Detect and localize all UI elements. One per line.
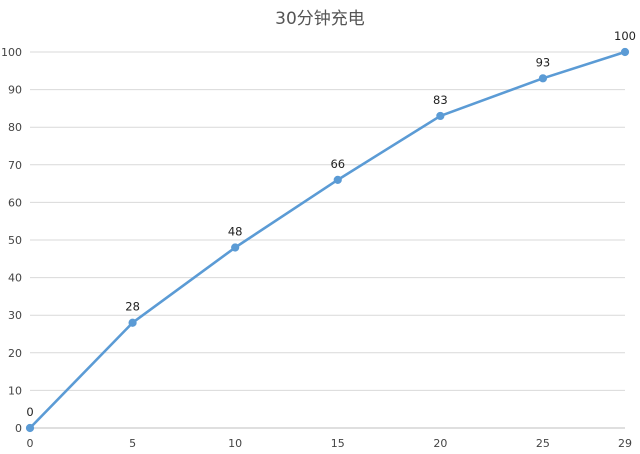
data-label-0: 0 xyxy=(26,405,33,419)
x-tick-label-29: 29 xyxy=(618,437,632,450)
data-point-10 xyxy=(231,243,240,252)
y-tick-label-30: 30 xyxy=(8,309,22,322)
data-labels: 0 28 48 66 83 93 100 xyxy=(26,29,636,419)
x-tick-label-25: 25 xyxy=(536,437,550,450)
chart-title: 30分钟充电 xyxy=(275,9,365,29)
y-tick-label-50: 50 xyxy=(8,234,22,247)
x-tick-label-0: 0 xyxy=(27,437,34,450)
y-tick-label-40: 40 xyxy=(8,272,22,285)
x-tick-label-10: 10 xyxy=(228,437,242,450)
data-label-10: 48 xyxy=(228,225,243,239)
data-label-29: 100 xyxy=(614,29,636,43)
data-label-5: 28 xyxy=(125,300,140,314)
gridlines xyxy=(30,51,625,391)
data-label-25: 93 xyxy=(536,55,551,69)
data-label-15: 66 xyxy=(330,157,345,171)
y-tick-label-90: 90 xyxy=(8,84,22,97)
y-tick-label-80: 80 xyxy=(8,121,22,134)
y-tick-label-100: 100 xyxy=(1,46,22,59)
data-point-15 xyxy=(333,175,342,184)
y-tick-label-60: 60 xyxy=(8,196,22,209)
data-label-20: 83 xyxy=(433,93,448,107)
x-tick-label-20: 20 xyxy=(433,437,447,450)
y-tick-label-20: 20 xyxy=(8,347,22,360)
y-tick-label-10: 10 xyxy=(8,384,22,397)
x-tick-label-5: 5 xyxy=(129,437,136,450)
y-axis-ticks: 0 10 20 30 40 50 60 70 80 90 100 xyxy=(1,46,22,435)
data-point-20 xyxy=(436,111,445,121)
x-axis-ticks: 0 5 10 15 20 25 29 xyxy=(27,437,633,450)
data-points xyxy=(25,47,630,433)
y-tick-label-70: 70 xyxy=(8,159,22,172)
data-point-25 xyxy=(538,74,548,83)
data-point-0 xyxy=(25,423,35,433)
y-tick-label-0: 0 xyxy=(15,422,22,435)
data-point-5 xyxy=(128,318,137,327)
data-point-29 xyxy=(620,47,630,57)
x-tick-label-15: 15 xyxy=(331,437,345,450)
